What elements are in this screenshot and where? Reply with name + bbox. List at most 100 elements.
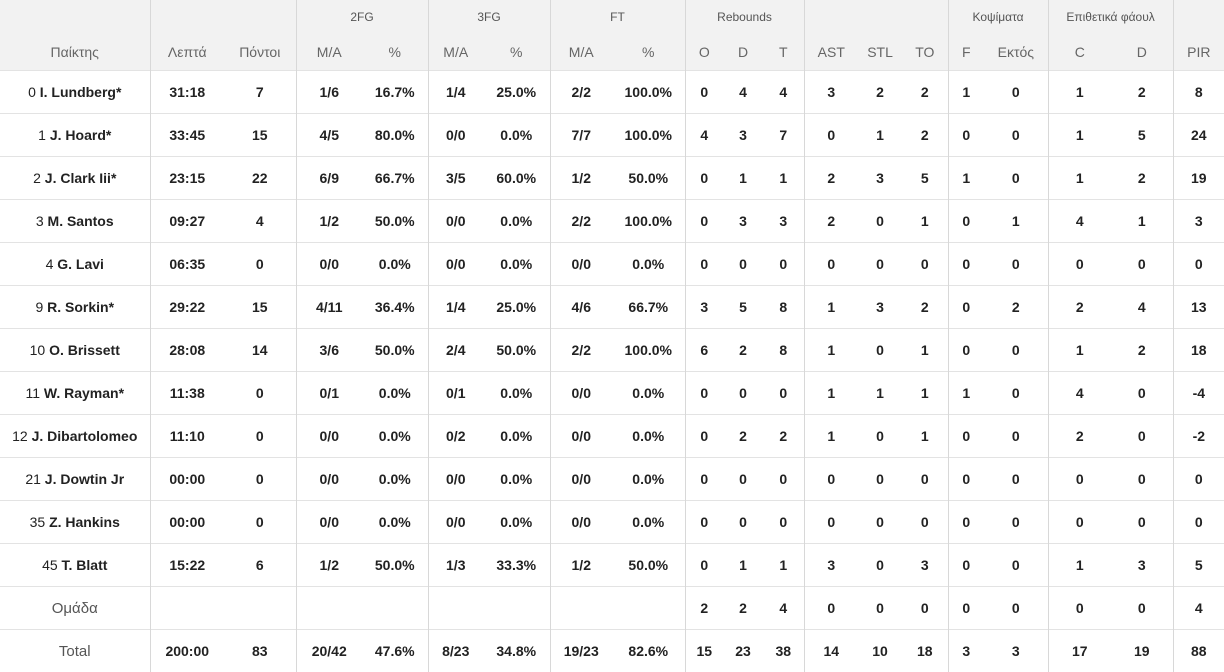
assists-cell: 1 [804,415,858,458]
player-name-link[interactable]: T. Blatt [62,557,108,573]
steals-cell: 0 [858,415,902,458]
fg3-made-attempted-cell: 1/4 [428,71,483,114]
pir-cell: 13 [1173,286,1224,329]
defensive-rebounds-cell: 5 [723,286,763,329]
fg2-percent-cell: 0.0% [362,458,428,501]
group-header-fouls: Επιθετικά φάουλ [1048,0,1173,34]
fg2-made-attempted-cell: 3/6 [296,329,362,372]
fg3-made-attempted-cell: 0/1 [428,372,483,415]
total-rebounds-cell: 7 [763,114,804,157]
player-name-link[interactable]: J. Dowtin Jr [45,471,124,487]
minutes-cell: 00:00 [150,501,224,544]
pir-cell: 24 [1173,114,1224,157]
fouls-drawn-cell: 2 [1111,329,1173,372]
ft-percent-cell: 100.0% [612,114,685,157]
col-header-total-rebounds[interactable]: T [763,34,804,71]
minutes-cell: 29:22 [150,286,224,329]
fg3-percent-cell: 25.0% [483,71,550,114]
player-number: 1 [38,127,46,143]
fg2-made-attempted-cell: 6/9 [296,157,362,200]
fg2-made-attempted-cell: 4/11 [296,286,362,329]
col-header-3fg-percent[interactable]: % [483,34,550,71]
player-cell: 2 J. Clark Iii* [0,157,150,200]
player-number: 4 [46,256,54,272]
pir-cell: 0 [1173,458,1224,501]
col-header-defensive-rebounds[interactable]: D [723,34,763,71]
col-header-2fg-percent[interactable]: % [362,34,428,71]
fg3-made-attempted-cell: 0/0 [428,458,483,501]
fg3-made-attempted-cell: 0/0 [428,243,483,286]
assists-cell: 1 [804,286,858,329]
col-header-player[interactable]: Παίκτης [0,34,150,71]
points-cell: 15 [224,114,296,157]
fg3-percent-cell: 25.0% [483,286,550,329]
defensive-rebounds-cell: 2 [723,415,763,458]
fouls-committed-cell: 1 [1048,114,1111,157]
fouls-committed-cell: 1 [1048,544,1111,587]
steals-cell: 0 [858,458,902,501]
fouls-drawn-cell: 0 [1111,415,1173,458]
defensive-rebounds-cell: 0 [723,458,763,501]
ft-made-attempted-cell: 2/2 [550,71,612,114]
player-name-link[interactable]: J. Hoard* [50,127,111,143]
col-header-offensive-rebounds[interactable]: O [685,34,723,71]
fouls-drawn-cell: 1 [1111,200,1173,243]
player-name-link[interactable]: J. Clark Iii* [45,170,117,186]
player-name-link[interactable]: O. Brissett [49,342,120,358]
col-header-2fg-made-attempted[interactable]: M/A [296,34,362,71]
col-header-fouls-drawn[interactable]: D [1111,34,1173,71]
player-name-link[interactable]: I. Lundberg* [40,84,122,100]
col-header-ft-percent[interactable]: % [612,34,685,71]
col-header-blocks-for[interactable]: F [948,34,984,71]
offensive-rebounds-cell: 2 [685,587,723,630]
col-header-ft-made-attempted[interactable]: M/A [550,34,612,71]
ft-made-attempted-cell: 0/0 [550,458,612,501]
fg3-made-attempted-cell: 0/0 [428,501,483,544]
assists-cell: 3 [804,544,858,587]
col-header-points[interactable]: Πόντοι [224,34,296,71]
player-name-link[interactable]: R. Sorkin* [47,299,114,315]
col-header-turnovers[interactable]: TO [902,34,948,71]
fouls-drawn-cell: 0 [1111,501,1173,544]
points-cell: 0 [224,501,296,544]
player-number: 35 [30,514,46,530]
player-name-link[interactable]: Z. Hankins [49,514,120,530]
offensive-rebounds-cell: 0 [685,157,723,200]
col-header-blocks-against[interactable]: Εκτός [984,34,1048,71]
player-name-link[interactable]: G. Lavi [57,256,104,272]
col-header-pir[interactable]: PIR [1173,34,1224,71]
fg2-made-attempted-cell: 0/0 [296,501,362,544]
col-header-minutes[interactable]: Λεπτά [150,34,224,71]
steals-cell: 0 [858,501,902,544]
points-cell: 83 [224,630,296,672]
assists-cell: 3 [804,71,858,114]
steals-cell: 0 [858,329,902,372]
player-name-link[interactable]: J. Dibartolomeo [32,428,138,444]
col-header-assists[interactable]: AST [804,34,858,71]
player-name-link[interactable]: M. Santos [48,213,114,229]
header-group-row: 2FG 3FG FT Rebounds Κοψίματα Επιθετικά φ… [0,0,1224,34]
col-header-3fg-made-attempted[interactable]: M/A [428,34,483,71]
col-header-steals[interactable]: STL [858,34,902,71]
minutes-cell: 200:00 [150,630,224,672]
fouls-committed-cell: 4 [1048,200,1111,243]
blocks-against-cell: 0 [984,544,1048,587]
total-label: Total [0,630,150,672]
points-cell: 6 [224,544,296,587]
col-header-fouls-committed[interactable]: C [1048,34,1111,71]
blocks-for-cell: 1 [948,157,984,200]
player-name-link[interactable]: W. Rayman* [44,385,124,401]
